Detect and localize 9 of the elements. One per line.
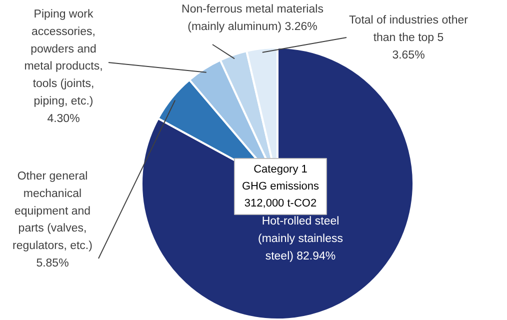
slice-label: Total of industries other than the top 5 <box>349 14 468 44</box>
text: Category 1 GHG emissions 312,000 t-CO2 <box>242 164 320 210</box>
data-label: 5.85% <box>36 258 69 270</box>
slice-label: Piping work accessories, powders and metal products, tools (joints, piping, etc.) <box>24 8 103 108</box>
slice-label: Hot-rolled steel (mainly stainless steel) 82.94% <box>258 216 344 262</box>
data-label: 3.65% <box>392 49 425 62</box>
data-label: 4.30% <box>47 112 80 125</box>
slice-label: Other general mechanical equipment and parts (valves, regulators, etc.) <box>12 170 93 252</box>
slice-label: Non-ferrous metal materials (mainly aluminum) 3.26% <box>182 4 324 33</box>
